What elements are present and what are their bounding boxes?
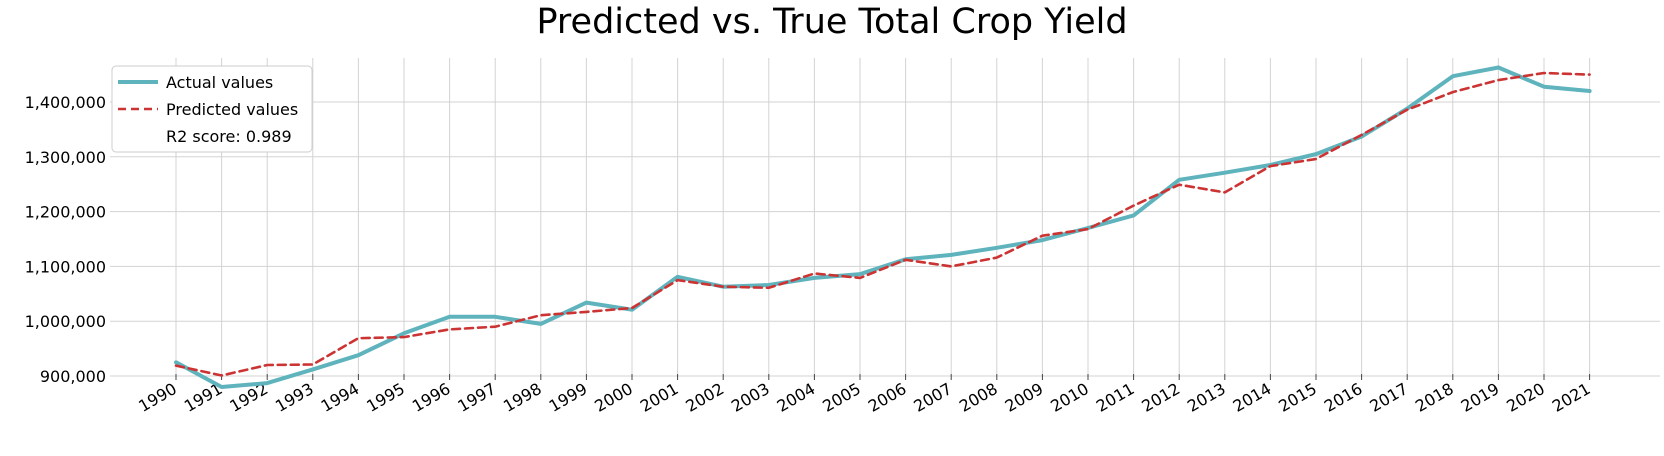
x-tick-label: 1993 (272, 379, 317, 416)
x-tick-label: 1998 (500, 379, 545, 416)
x-tick-label: 2001 (637, 379, 682, 416)
x-tick-label: 2014 (1230, 379, 1275, 416)
y-tick-label: 1,100,000 (25, 257, 106, 276)
x-tick-label: 1999 (546, 379, 591, 416)
x-tick-label: 2003 (728, 379, 773, 416)
series-line-actual (174, 65, 1592, 389)
x-tick-label: 2016 (1321, 379, 1366, 416)
x-tick-label: 2021 (1549, 379, 1594, 416)
y-tick-label: 1,200,000 (25, 203, 106, 222)
x-tick-label: 2010 (1047, 379, 1092, 416)
y-tick-label: 900,000 (40, 367, 106, 386)
legend: Actual values Predicted values R2 score:… (111, 65, 313, 153)
x-tick-label: 2004 (774, 379, 819, 416)
r2-score-annotation: R2 score: 0.989 (166, 127, 292, 146)
x-tick-label: 1990 (135, 379, 180, 416)
y-tick-label: 1,400,000 (25, 93, 106, 112)
grid-lines (110, 58, 1660, 377)
x-tick-label: 2008 (956, 379, 1001, 416)
y-tick-label: 1,000,000 (25, 312, 106, 331)
x-tick-label: 2012 (1138, 379, 1183, 416)
x-axis-ticks: 1990 1991 1992 1993 1994 1995 1996 1997 1998 1999… (135, 374, 1594, 416)
x-tick-label: 2019 (1458, 379, 1503, 416)
series-line-predicted (174, 71, 1591, 377)
x-tick-label: 2007 (910, 379, 955, 416)
x-tick-label: 2005 (819, 379, 864, 416)
x-tick-label: 2011 (1093, 379, 1138, 416)
y-axis-ticks: 900,000 1,000,000 1,100,000 1,200,000 1,300,… (25, 93, 106, 386)
legend-box (111, 65, 313, 153)
series-lines (174, 65, 1592, 389)
x-tick-label: 2015 (1275, 379, 1320, 416)
x-tick-label: 2017 (1366, 379, 1411, 416)
x-tick-label: 2009 (1002, 379, 1047, 416)
x-tick-label: 1997 (454, 379, 499, 416)
x-tick-label: 2020 (1503, 379, 1548, 416)
x-tick-label: 2006 (865, 379, 910, 416)
x-tick-label: 2013 (1184, 379, 1229, 416)
legend-label-predicted: Predicted values (166, 100, 298, 119)
y-tick-label: 1,300,000 (25, 148, 106, 167)
x-tick-label: 1994 (318, 379, 363, 416)
x-tick-label: 1995 (363, 379, 408, 416)
x-tick-label: 2000 (591, 379, 636, 416)
legend-label-actual: Actual values (166, 73, 273, 92)
x-tick-label: 2018 (1412, 379, 1457, 416)
x-tick-label: 1996 (409, 379, 454, 416)
chart-title: Predicted vs. True Total Crop Yield (536, 2, 1128, 42)
x-tick-label: 2002 (682, 379, 727, 416)
